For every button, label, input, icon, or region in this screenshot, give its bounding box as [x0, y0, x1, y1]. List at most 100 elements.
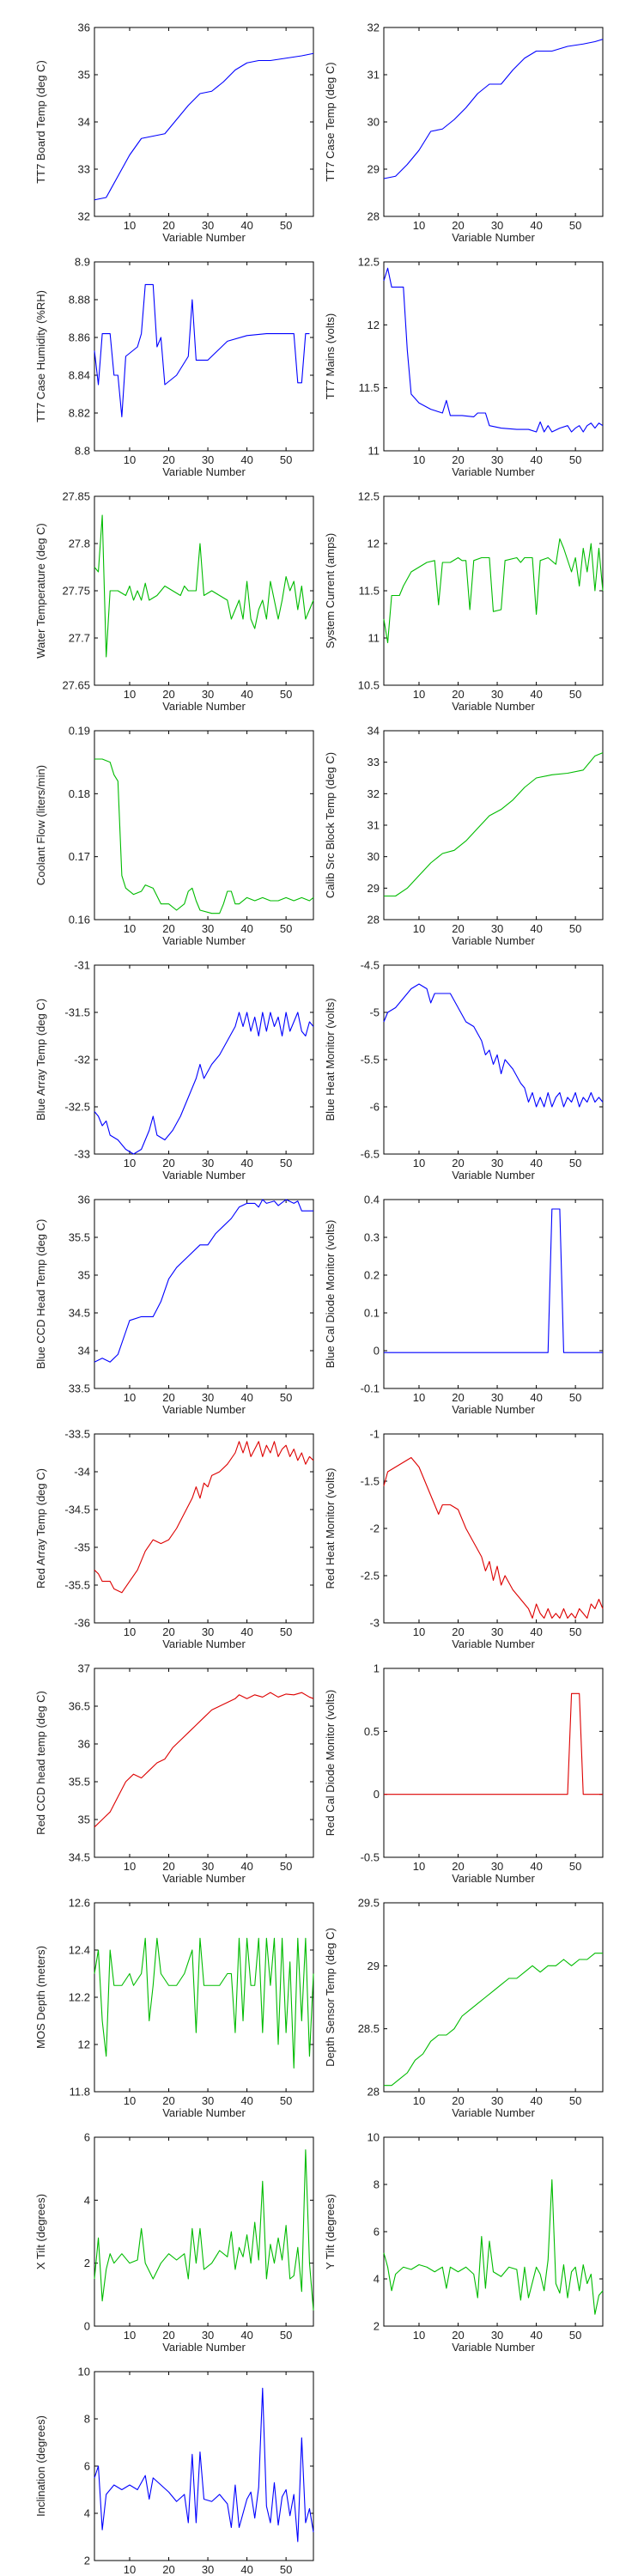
x-axis-label: Variable Number	[452, 2341, 535, 2354]
x-tick-label: 50	[569, 1391, 581, 1404]
plot-frame	[94, 1668, 314, 1858]
plot-frame	[94, 261, 314, 452]
plot-frame	[94, 2136, 314, 2327]
x-tick-label: 50	[569, 1157, 581, 1170]
y-axis-label: Red CCD head temp (deg C)	[34, 1691, 47, 1835]
series-line	[94, 2149, 314, 2311]
x-tick-label: 10	[124, 688, 136, 701]
x-tick-label: 10	[413, 1157, 425, 1170]
y-axis-label: Depth Sensor Temp (deg C)	[324, 1928, 337, 2067]
x-tick-label: 30	[202, 1860, 214, 1873]
plot-frame	[383, 964, 604, 1155]
x-axis-label: Variable Number	[162, 1872, 246, 1885]
x-tick-label: 30	[491, 1391, 503, 1404]
y-tick-label: 29	[368, 882, 380, 895]
x-tick-label: 40	[240, 1860, 252, 1873]
y-axis-label: Red Heat Monitor (volts)	[324, 1468, 337, 1589]
y-tick-label: 8.86	[69, 331, 90, 344]
y-tick-label: -0.1	[361, 1382, 380, 1395]
x-axis-label: Variable Number	[162, 231, 246, 244]
x-tick-label: 20	[162, 1157, 174, 1170]
x-tick-label: 20	[162, 1625, 174, 1638]
x-tick-label: 20	[452, 1625, 464, 1638]
x-axis-label: Variable Number	[162, 2106, 246, 2119]
x-tick-label: 50	[280, 2329, 292, 2342]
y-axis-label: Calib Src Block Temp (deg C)	[324, 752, 337, 898]
y-tick-label: 0.16	[69, 914, 90, 927]
x-tick-label: 40	[530, 1625, 542, 1638]
y-tick-label: 11	[368, 445, 380, 458]
y-tick-label: 4	[84, 2194, 90, 2207]
x-tick-label: 40	[240, 1625, 252, 1638]
y-tick-label: 36	[78, 1738, 90, 1751]
y-tick-label: 10	[78, 2366, 90, 2379]
x-axis-label: Variable Number	[452, 1169, 535, 1182]
x-tick-label: 30	[202, 688, 214, 701]
x-tick-label: 50	[569, 2329, 581, 2342]
y-axis-label: Inclination (degrees)	[34, 2415, 47, 2517]
y-tick-label: -32.5	[64, 1101, 90, 1114]
y-tick-label: -0.5	[361, 1851, 380, 1864]
y-tick-label: 37	[78, 1662, 90, 1675]
x-tick-label: 10	[124, 2563, 136, 2576]
x-tick-label: 20	[162, 2563, 174, 2576]
x-tick-label: 30	[202, 1391, 214, 1404]
x-tick-label: 40	[240, 2563, 252, 2576]
x-tick-label: 50	[280, 219, 292, 232]
x-tick-label: 40	[240, 1157, 252, 1170]
series-line	[94, 1692, 314, 1828]
y-tick-label: 33	[78, 163, 90, 176]
y-tick-label: 29.5	[358, 1897, 380, 1910]
y-tick-label: 12.5	[358, 490, 380, 503]
y-tick-label: 11	[368, 632, 380, 645]
x-tick-label: 50	[280, 2094, 292, 2107]
plot-frame	[94, 964, 314, 1155]
y-tick-label: 6	[84, 2131, 90, 2144]
y-tick-label: 31	[368, 69, 380, 82]
series-line	[94, 758, 314, 914]
plot-frame	[383, 1902, 604, 2093]
y-tick-label: 11.5	[359, 585, 380, 598]
series-line	[94, 1441, 314, 1594]
x-tick-label: 10	[413, 1860, 425, 1873]
x-tick-label: 40	[530, 2329, 542, 2342]
x-tick-label: 40	[530, 922, 542, 935]
y-tick-label: 36	[78, 21, 90, 34]
x-axis-label: Variable Number	[452, 1872, 535, 1885]
y-tick-label: 28.5	[358, 2022, 380, 2035]
x-tick-label: 40	[530, 2094, 542, 2107]
y-axis-label: Blue CCD Head Temp (deg C)	[34, 1219, 47, 1370]
y-tick-label: -1	[369, 1428, 380, 1441]
x-tick-label: 30	[202, 1625, 214, 1638]
x-tick-label: 30	[491, 2329, 503, 2342]
y-tick-label: 0.17	[69, 850, 90, 863]
x-axis-label: Variable Number	[162, 465, 246, 478]
y-axis-label: TT7 Case Humidity (%RH)	[34, 290, 47, 422]
x-tick-label: 10	[124, 922, 136, 935]
plot-frame	[94, 27, 314, 217]
x-tick-label: 10	[413, 688, 425, 701]
y-tick-label: 0.2	[364, 1269, 380, 1282]
y-tick-label: 29	[368, 1959, 380, 1972]
x-tick-label: 10	[413, 922, 425, 935]
plot-frame	[383, 1433, 604, 1624]
y-tick-label: 0.4	[364, 1194, 380, 1206]
y-tick-label: 12.2	[69, 1991, 90, 2004]
x-tick-label: 30	[491, 2094, 503, 2107]
plot-frame	[94, 1902, 314, 2093]
x-tick-label: 40	[530, 1391, 542, 1404]
y-tick-label: 28	[368, 210, 380, 223]
series-line	[94, 1937, 314, 2069]
x-tick-label: 50	[280, 453, 292, 466]
x-tick-label: 50	[280, 922, 292, 935]
y-tick-label: 27.7	[69, 632, 90, 645]
y-tick-label: 30	[368, 116, 380, 129]
y-tick-label: -2	[369, 1522, 380, 1535]
